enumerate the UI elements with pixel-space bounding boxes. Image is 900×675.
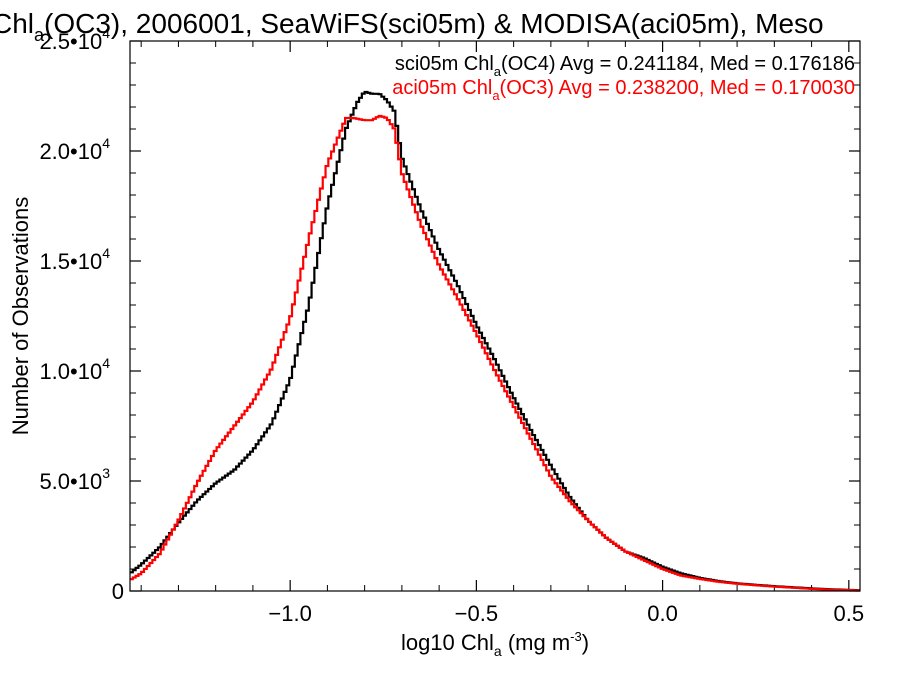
y-tick-label: 1.5•104	[39, 245, 110, 274]
y-tick-label: 2.0•104	[39, 135, 110, 164]
series-layer	[130, 90, 861, 592]
x-tick-label: −1.0	[268, 601, 311, 626]
x-tick-label: 0.5	[834, 601, 865, 626]
y-axis-label: Number of Observations	[8, 197, 33, 435]
x-tick-label: 0.0	[647, 601, 678, 626]
chart-title: Chla(OC3), 2006001, SeaWiFS(sci05m) & MO…	[0, 8, 824, 45]
x-axis-label: log10 Chla (mg m-3)	[401, 629, 589, 659]
axis-ticks: −1.0 −0.5 0.0 0.5 0 5.0•103 1.0•104 1.5•104 2.0•…	[39, 25, 864, 626]
plot-frame	[129, 40, 861, 592]
y-tick-label: 2.5•104	[39, 25, 110, 54]
y-tick-label: 0	[112, 579, 124, 604]
x-tick-label: −0.5	[455, 601, 498, 626]
y-tick-label: 1.0•104	[39, 355, 110, 384]
series-line-aci05m	[130, 114, 861, 592]
legend-entry-aci05m: aci05m Chla(OC3) Avg = 0.238200, Med = 0…	[392, 77, 855, 103]
legend-entry-sci05m: sci05m Chla(OC4) Avg = 0.241184, Med = 0…	[395, 53, 855, 79]
y-tick-label: 5.0•103	[39, 465, 110, 494]
